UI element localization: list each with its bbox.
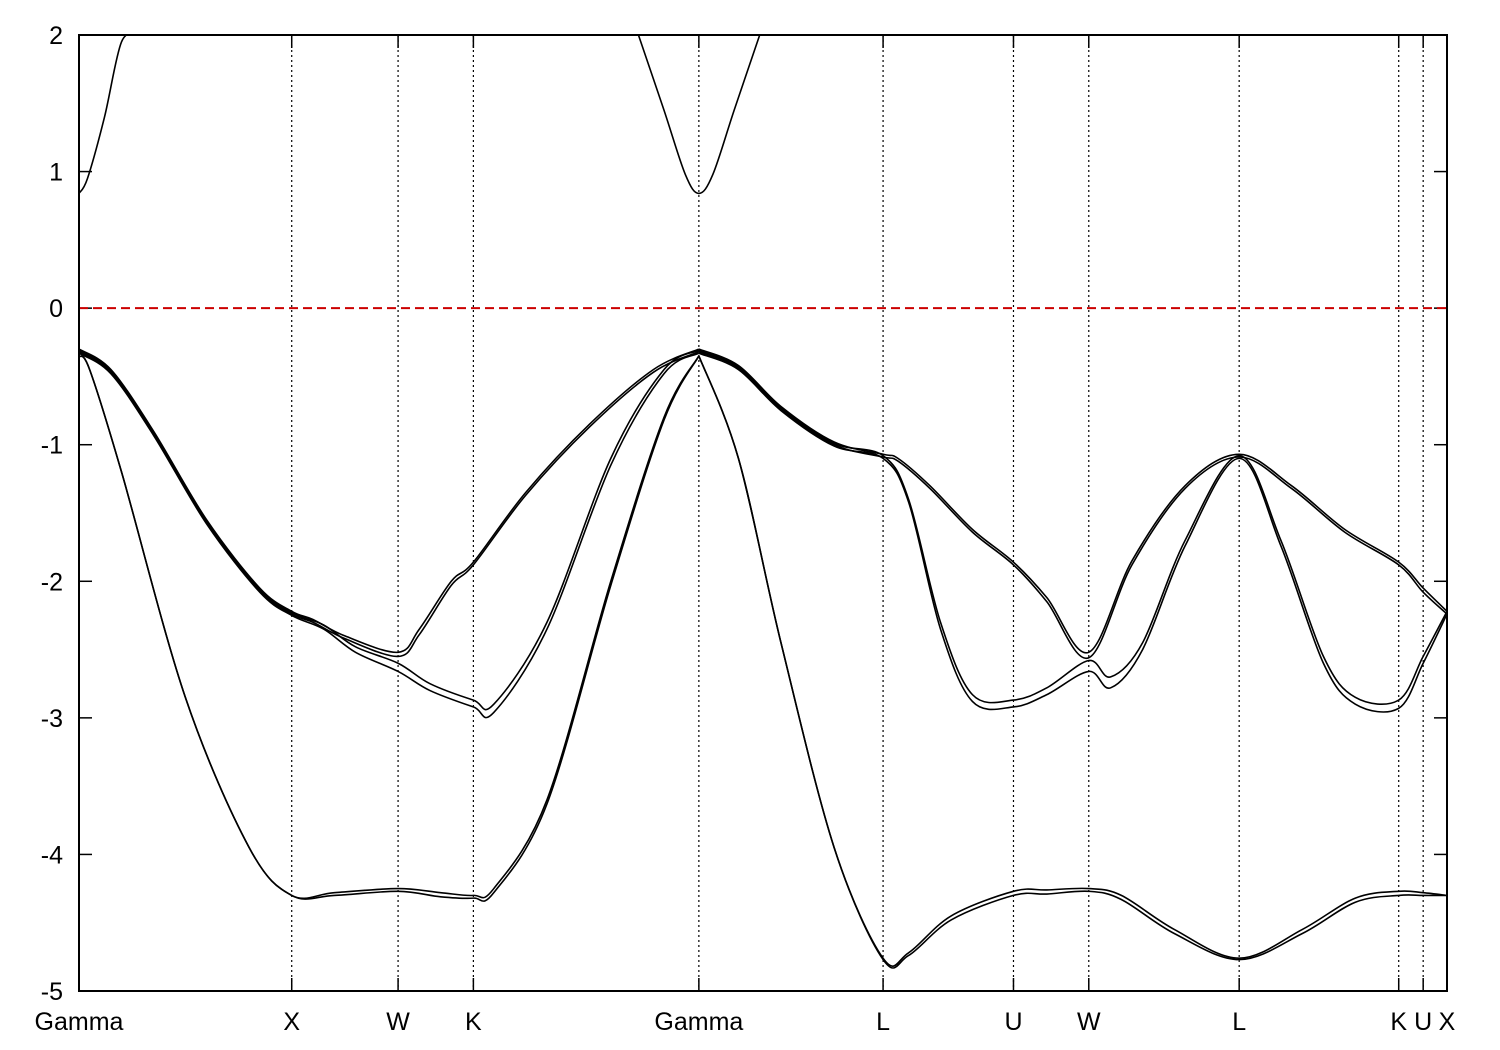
high-symmetry-lines (291, 35, 1424, 991)
x-tick-label: W (386, 1008, 410, 1036)
x-tick-labels: Gamma X W K Gamma L U W L K U X (35, 1008, 1456, 1036)
x-tick-label: Gamma (35, 1008, 124, 1036)
y-tick-label: -1 (41, 432, 63, 460)
x-tick-label: U (1004, 1008, 1022, 1036)
y-tick-label: 2 (49, 22, 63, 50)
x-tick-label: K (1390, 1008, 1407, 1036)
band-line (79, 355, 700, 902)
band-line (79, 349, 700, 711)
band-line (698, 351, 1447, 659)
plot-frame (78, 34, 1448, 992)
band-line (698, 348, 1447, 654)
x-tick-label: Gamma (654, 1008, 743, 1036)
y-tick-label: 0 (49, 295, 63, 323)
y-tick-label: -2 (41, 568, 63, 596)
y-tick-label: -4 (41, 841, 63, 869)
x-tick-label: X (1439, 1008, 1456, 1036)
x-tick-label: L (1232, 1008, 1246, 1036)
y-tick-labels: 2 1 0 -1 -2 -3 -4 -5 (41, 22, 63, 1006)
band-line (698, 352, 1447, 713)
band-line (79, 352, 700, 719)
x-tick-label: W (1077, 1008, 1101, 1036)
x-tick-label: L (876, 1008, 890, 1036)
y-tick-label: -5 (41, 978, 63, 1006)
x-tick-label: X (283, 1008, 300, 1036)
band-line (698, 349, 1447, 705)
y-tick-label: -3 (41, 705, 63, 733)
band-lines (79, 35, 1447, 969)
band-line (637, 35, 761, 195)
band-line (79, 35, 139, 194)
x-tick-label: K (465, 1008, 482, 1036)
y-tick-label: 1 (49, 159, 63, 187)
x-tick-label: U (1414, 1008, 1432, 1036)
band-line (698, 355, 1447, 969)
